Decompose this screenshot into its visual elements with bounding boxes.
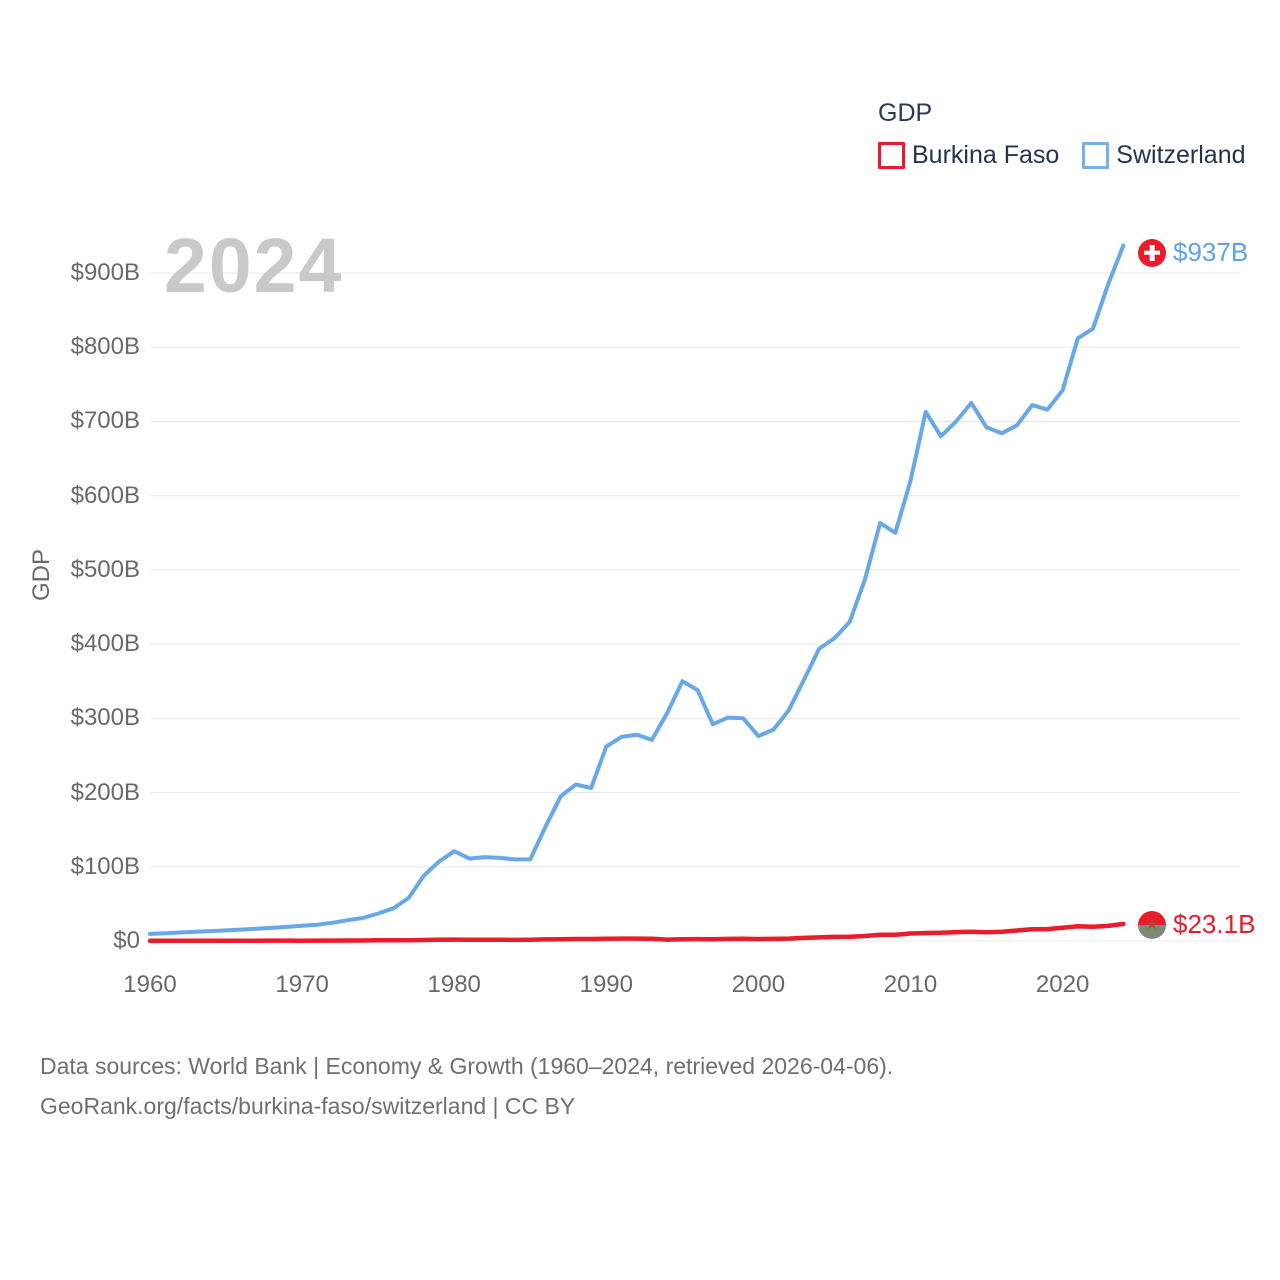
switzerland-end-value: $937B bbox=[1173, 237, 1249, 267]
y-axis-tick-label: $600B bbox=[70, 481, 140, 509]
data-sources-text: Data sources: World Bank | Economy & Gro… bbox=[40, 1053, 894, 1079]
swiss-cross-icon bbox=[1149, 244, 1155, 261]
y-axis-tick-label: $900B bbox=[70, 259, 140, 286]
attribution-text: GeoRank.org/facts/burkina-faso/switzerla… bbox=[40, 1093, 576, 1119]
y-axis-tick-label: $700B bbox=[70, 407, 140, 435]
switzerland-flag-icon bbox=[1138, 238, 1166, 267]
burkina-faso-end-label: ★ $23.1B bbox=[1138, 909, 1255, 940]
y-axis-tick-label: $800B bbox=[70, 333, 140, 361]
legend-item-label-burkina-faso: Burkina Faso bbox=[912, 141, 1060, 169]
legend-title: GDP bbox=[878, 99, 933, 127]
y-axis-tick-label: $200B bbox=[70, 778, 140, 806]
y-axis-tick-label: $100B bbox=[70, 852, 140, 880]
burkina-faso-end-value: $23.1B bbox=[1173, 909, 1256, 939]
y-axis-tick-label: $500B bbox=[70, 555, 140, 583]
x-axis-tick-label: 1980 bbox=[427, 971, 481, 998]
x-axis-tick-label: 1970 bbox=[275, 971, 329, 998]
series-line-switzerland bbox=[148, 243, 1126, 936]
legend-item-switzerland[interactable]: Switzerland bbox=[1082, 141, 1246, 170]
star-icon: ★ bbox=[1145, 915, 1159, 933]
x-axis-tick-label: 1960 bbox=[123, 971, 177, 998]
switzerland-end-label: $937B bbox=[1138, 237, 1248, 268]
x-axis-tick-label: 1990 bbox=[579, 971, 633, 998]
switzerland-series-swatch bbox=[1082, 142, 1110, 169]
x-axis-tick-label: 2020 bbox=[1035, 971, 1090, 998]
burkina-faso-flag-icon: ★ bbox=[1138, 910, 1166, 939]
year-watermark: 2024 bbox=[164, 223, 344, 309]
burkina-faso-series-swatch bbox=[878, 142, 905, 169]
legend-items: Burkina Faso Switzerland bbox=[878, 141, 1269, 170]
legend: GDP Burkina Faso Switzerland bbox=[878, 99, 1269, 170]
y-axis-tick-label: $400B bbox=[70, 630, 140, 658]
x-axis-tick-label: 2010 bbox=[883, 971, 938, 998]
y-axis-tick-label: $0 bbox=[113, 927, 140, 954]
y-axis-tick-label: $300B bbox=[70, 704, 140, 732]
series-line-burkina-faso bbox=[147, 921, 1126, 944]
legend-item-burkina-faso[interactable]: Burkina Faso bbox=[878, 141, 1059, 170]
x-axis-tick-label: 2000 bbox=[731, 971, 786, 998]
footer: Data sources: World Bank | Economy & Gro… bbox=[40, 1046, 893, 1126]
legend-item-label-switzerland: Switzerland bbox=[1116, 141, 1246, 169]
